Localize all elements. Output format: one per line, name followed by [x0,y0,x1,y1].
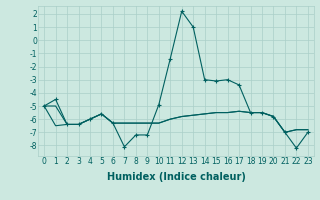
X-axis label: Humidex (Indice chaleur): Humidex (Indice chaleur) [107,172,245,182]
